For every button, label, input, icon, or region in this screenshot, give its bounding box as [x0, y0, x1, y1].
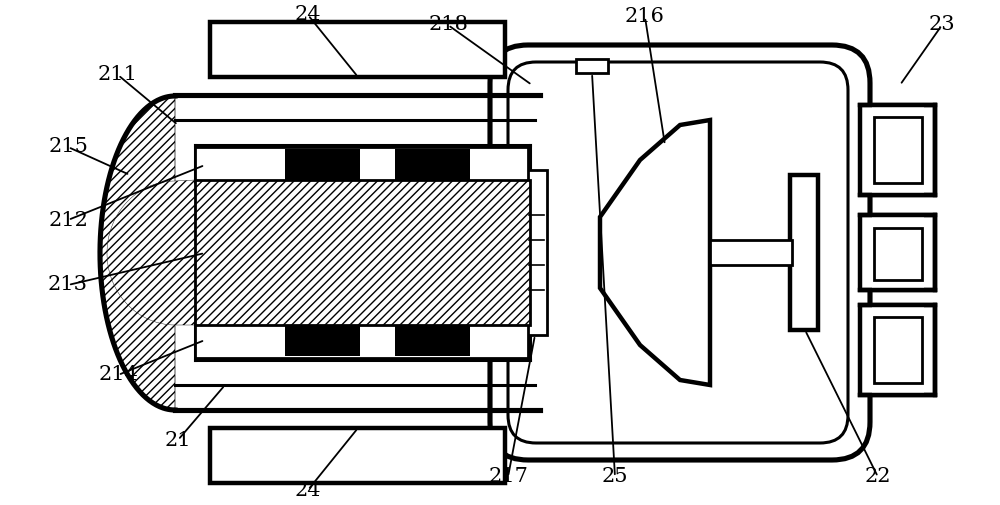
Bar: [872, 217, 924, 288]
Bar: [874, 317, 922, 383]
Bar: [210, 22, 505, 77]
Text: 217: 217: [488, 468, 528, 486]
Polygon shape: [100, 95, 175, 410]
Polygon shape: [107, 180, 195, 325]
Bar: [195, 180, 530, 325]
Bar: [860, 215, 935, 290]
Bar: [790, 175, 818, 330]
Bar: [710, 240, 792, 265]
Bar: [872, 307, 924, 393]
Text: 216: 216: [625, 8, 665, 26]
Bar: [395, 325, 470, 356]
Bar: [576, 59, 608, 73]
Polygon shape: [100, 95, 175, 410]
Bar: [195, 147, 528, 182]
Bar: [210, 428, 505, 483]
FancyBboxPatch shape: [490, 45, 870, 460]
Text: 21: 21: [165, 430, 191, 449]
Text: 218: 218: [428, 16, 468, 34]
Text: 25: 25: [602, 468, 628, 486]
Bar: [874, 228, 922, 280]
Bar: [195, 323, 528, 358]
Bar: [395, 149, 470, 180]
Bar: [860, 105, 935, 195]
Bar: [285, 325, 360, 356]
Bar: [874, 117, 922, 183]
Text: 214: 214: [98, 366, 138, 384]
Text: 23: 23: [929, 16, 955, 34]
Text: 211: 211: [98, 66, 138, 84]
Text: 22: 22: [865, 468, 891, 486]
Bar: [872, 107, 924, 193]
Bar: [860, 305, 935, 395]
Text: 215: 215: [48, 137, 88, 157]
Text: 24: 24: [295, 480, 321, 499]
Text: 213: 213: [48, 276, 88, 294]
Bar: [527, 170, 547, 335]
Bar: [285, 149, 360, 180]
FancyBboxPatch shape: [508, 62, 848, 443]
Polygon shape: [600, 120, 710, 385]
Text: 24: 24: [295, 6, 321, 25]
Text: 212: 212: [48, 211, 88, 229]
